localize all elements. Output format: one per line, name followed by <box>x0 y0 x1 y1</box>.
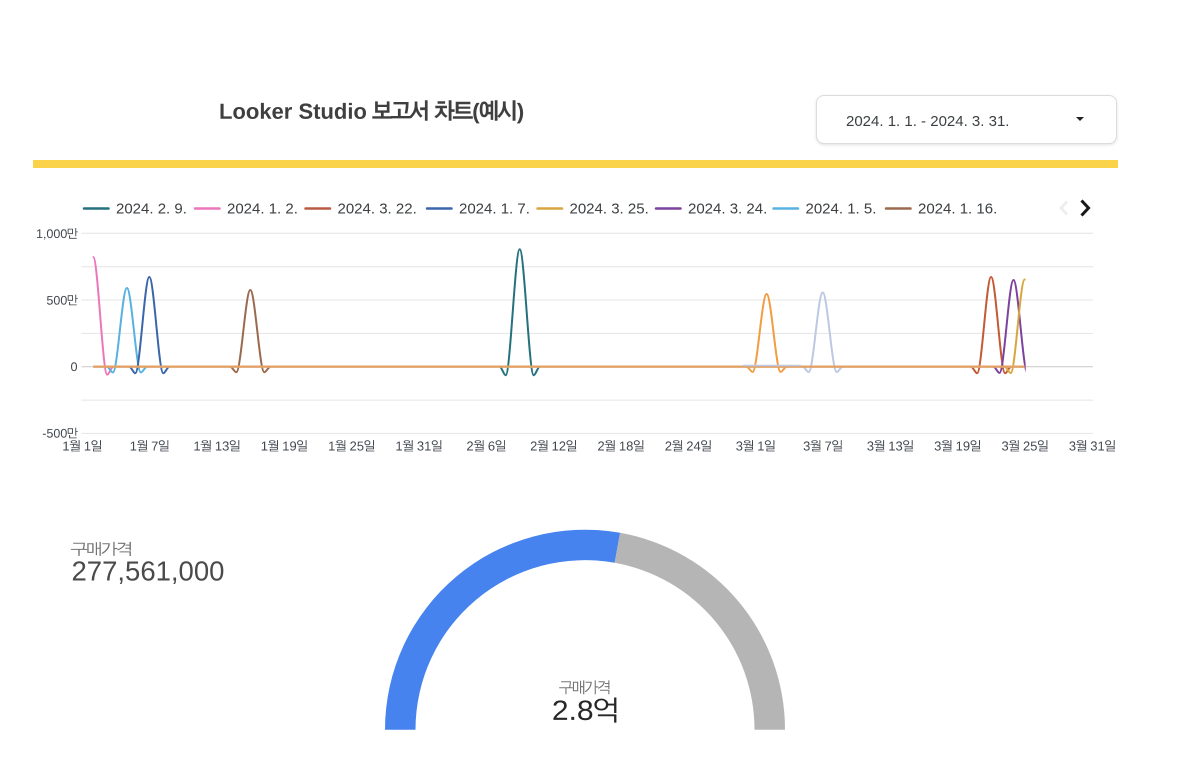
svg-text:277,561,000: 277,561,000 <box>72 556 225 587</box>
svg-text:2024. 3. 24.: 2024. 3. 24. <box>688 201 767 218</box>
svg-text:2024. 3. 25.: 2024. 3. 25. <box>570 201 649 218</box>
svg-text:2024. 3. 22.: 2024. 3. 22. <box>338 201 417 218</box>
svg-text:2024. 1. 5.: 2024. 1. 5. <box>806 201 877 218</box>
svg-text:2024. 1. 2.: 2024. 1. 2. <box>227 201 298 218</box>
svg-text:2024. 2. 9.: 2024. 2. 9. <box>116 201 187 218</box>
svg-text:2024. 1. 16.: 2024. 1. 16. <box>918 201 997 218</box>
svg-text:2024. 1. 7.: 2024. 1. 7. <box>459 201 530 218</box>
